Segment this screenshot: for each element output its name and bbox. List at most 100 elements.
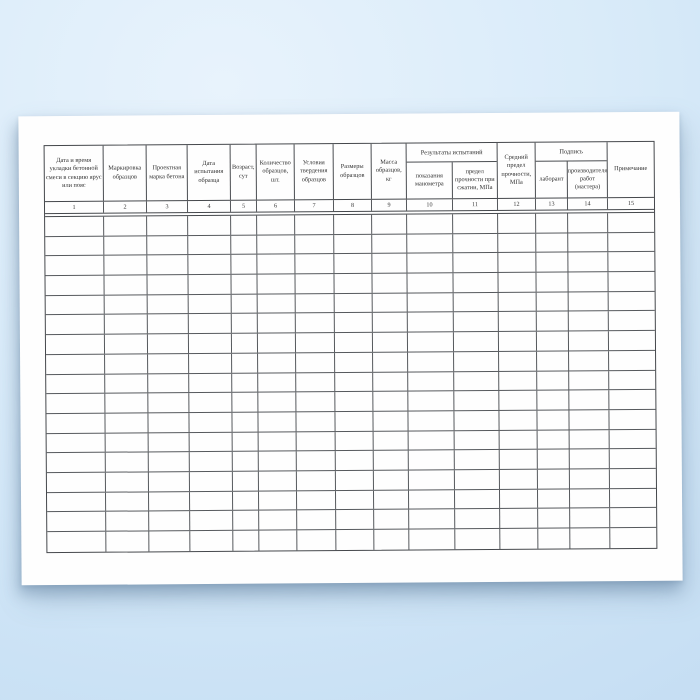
table-cell bbox=[406, 273, 453, 293]
table-cell bbox=[452, 312, 498, 332]
table-cell bbox=[103, 275, 147, 295]
table-cell bbox=[231, 451, 258, 471]
col-group-test-results: Результаты испытаний показания манометра… bbox=[405, 142, 497, 199]
table-cell bbox=[453, 489, 500, 509]
table-cell bbox=[607, 330, 656, 351]
table-cell bbox=[46, 355, 104, 374]
table-cell bbox=[406, 332, 454, 352]
table-cell bbox=[334, 451, 373, 471]
table-cell bbox=[47, 433, 105, 452]
table-cell bbox=[230, 333, 258, 353]
table-cell bbox=[567, 311, 608, 331]
table-cell bbox=[295, 411, 335, 431]
table-cell bbox=[454, 528, 500, 549]
table-cell bbox=[147, 413, 189, 432]
table-cell bbox=[187, 235, 231, 255]
table-cell bbox=[147, 472, 189, 492]
table-cell bbox=[498, 489, 538, 509]
col-header-compressive-strength: предел прочности при сжатии, МПа bbox=[451, 161, 497, 199]
table-cell bbox=[535, 292, 568, 312]
table-cell bbox=[453, 469, 499, 489]
table-cell bbox=[334, 490, 374, 510]
table-cell bbox=[536, 449, 569, 469]
table-cell bbox=[230, 294, 257, 314]
table-cell bbox=[188, 432, 232, 452]
table-cell bbox=[256, 215, 295, 235]
table-cell bbox=[498, 430, 537, 450]
table-cell bbox=[146, 216, 188, 236]
table-cell bbox=[498, 469, 537, 489]
table-cell bbox=[295, 352, 335, 372]
table-cell bbox=[295, 431, 335, 451]
table-cell bbox=[406, 293, 453, 313]
table-cell bbox=[231, 412, 258, 432]
table-cell bbox=[333, 293, 372, 313]
table-cell bbox=[188, 373, 232, 393]
table-cell bbox=[372, 352, 408, 372]
table-cell bbox=[497, 292, 536, 312]
column-number: 6 bbox=[255, 200, 295, 212]
table-cell bbox=[334, 431, 373, 451]
column-number: 3 bbox=[145, 201, 188, 213]
col-header-lab-technician: лаборант bbox=[539, 175, 564, 183]
table-cell bbox=[536, 489, 570, 509]
table-cell bbox=[407, 430, 454, 450]
table-cell bbox=[296, 530, 336, 551]
table-cell bbox=[536, 430, 569, 449]
column-number: 7 bbox=[293, 200, 334, 212]
table-cell bbox=[46, 295, 104, 314]
table-cell bbox=[406, 233, 453, 253]
table-cell bbox=[407, 391, 454, 411]
col-header-curing-conditions: Условия твердения образцов bbox=[293, 144, 333, 200]
table-cell bbox=[452, 213, 498, 233]
table-cell bbox=[103, 216, 147, 236]
col-header-age: Возраст, сут bbox=[229, 144, 256, 200]
column-number: 9 bbox=[370, 199, 407, 211]
table-cell bbox=[535, 311, 568, 331]
table-cell bbox=[147, 432, 189, 452]
column-number: 14 bbox=[566, 198, 608, 210]
table-cell bbox=[498, 371, 537, 391]
table-cell bbox=[497, 331, 537, 351]
table-cell bbox=[333, 313, 372, 333]
table-cell bbox=[46, 315, 104, 334]
table-cell bbox=[452, 332, 499, 352]
table-cell bbox=[148, 531, 190, 552]
table-cell bbox=[407, 470, 454, 490]
table-cell bbox=[371, 313, 407, 332]
col-header-sample-dimensions: Размеры образцов bbox=[332, 143, 371, 200]
table-cell bbox=[453, 450, 499, 470]
table-cell bbox=[406, 214, 453, 234]
table-cell bbox=[187, 333, 232, 353]
table-cell bbox=[499, 509, 538, 528]
table-cell bbox=[231, 471, 258, 491]
table-cell bbox=[257, 412, 296, 432]
table-cell bbox=[47, 492, 105, 511]
table-cell bbox=[147, 353, 189, 373]
table-cell bbox=[46, 394, 104, 413]
table-cell bbox=[535, 252, 568, 272]
column-number: 12 bbox=[496, 198, 536, 210]
table-cell bbox=[497, 253, 536, 273]
table-cell bbox=[46, 414, 104, 433]
table-cell bbox=[497, 272, 536, 292]
table-cell bbox=[146, 255, 188, 275]
table-cell bbox=[187, 314, 231, 334]
col-header-sample-mass: Масса образцов, кг bbox=[370, 143, 406, 199]
table-cell bbox=[45, 217, 103, 236]
table-cell bbox=[147, 393, 189, 413]
table-cell bbox=[188, 353, 232, 373]
table-cell bbox=[231, 353, 258, 373]
table-cell bbox=[568, 390, 609, 410]
table-cell bbox=[103, 295, 147, 315]
table-cell bbox=[45, 256, 103, 275]
table-cell bbox=[371, 234, 407, 254]
table-cell bbox=[567, 331, 609, 351]
table-cell bbox=[452, 292, 498, 312]
table-cell bbox=[536, 351, 569, 371]
table-cell bbox=[231, 491, 259, 511]
table-cell bbox=[568, 410, 609, 430]
table-cell bbox=[407, 371, 454, 391]
table-cell bbox=[536, 370, 569, 390]
